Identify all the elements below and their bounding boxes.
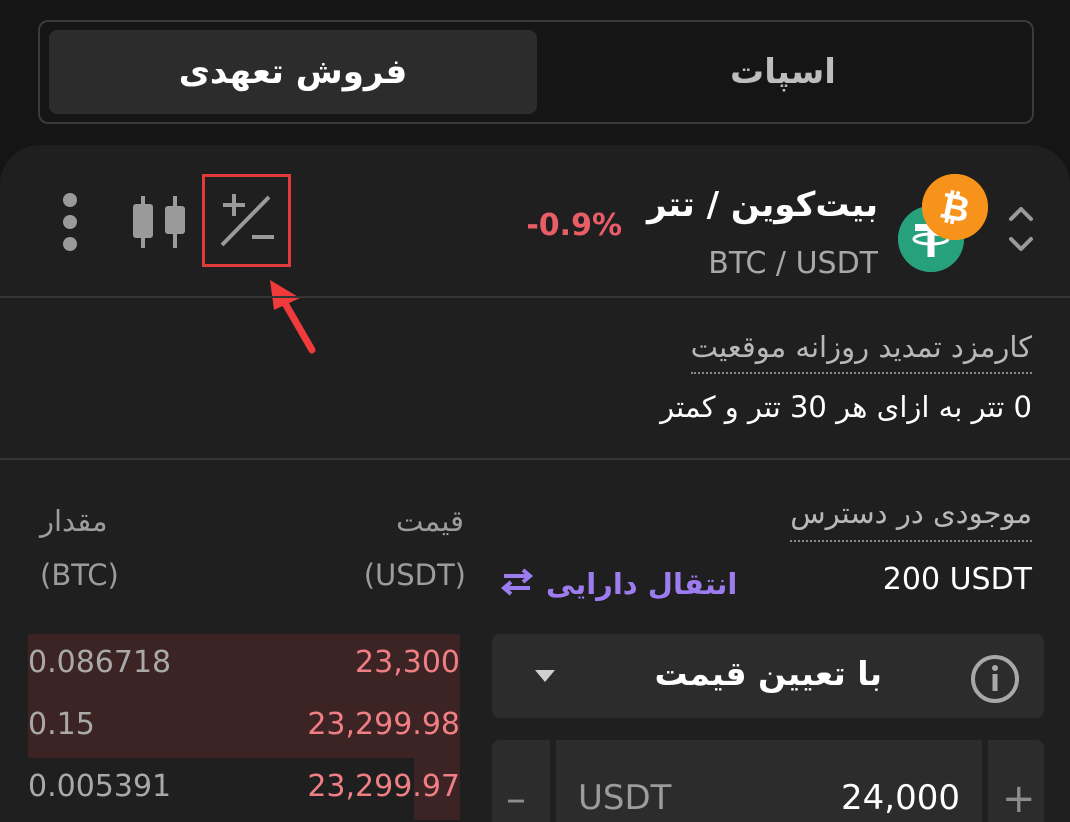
minus-icon: – xyxy=(506,776,526,822)
orderbook-price-header: قیمت xyxy=(396,504,464,538)
orderbook-qty[interactable]: 0.086718 xyxy=(28,645,172,680)
ask-depth-bar xyxy=(28,696,460,758)
price-change: -0.9% xyxy=(526,208,622,243)
caret-down-icon xyxy=(534,668,556,682)
price-decrement-button[interactable]: – xyxy=(492,740,550,822)
candlestick-chart-icon[interactable] xyxy=(128,192,190,252)
orderbook-qty[interactable]: 0.005391 xyxy=(28,769,172,804)
divider xyxy=(0,458,1070,460)
chevron-up-down-icon[interactable] xyxy=(1004,200,1038,260)
tab-margin-sell[interactable]: فروش تعهدی xyxy=(49,30,537,114)
orderbook-price[interactable]: 23,299.98 xyxy=(307,707,460,742)
market-type-tabs: فروش تعهدی اسپات xyxy=(38,20,1034,124)
order-type-value: با تعیین قیمت xyxy=(654,654,882,693)
plus-minus-icon[interactable] xyxy=(202,174,291,267)
price-input-field[interactable] xyxy=(556,740,982,822)
ask-depth-bar xyxy=(28,634,460,696)
order-type-select[interactable] xyxy=(492,634,1044,718)
transfer-asset-link[interactable]: انتقال دارایی xyxy=(498,562,737,606)
red-arrow-annotation-icon xyxy=(262,276,326,360)
btc-coin-icon: ₿ xyxy=(922,174,988,240)
funding-fee-value: 0 تتر به ازای هر 30 تتر و کمتر xyxy=(660,390,1032,424)
orderbook-price[interactable]: 23,299.97 xyxy=(307,769,460,804)
ask-depth-bar xyxy=(414,758,460,820)
pair-title[interactable]: بیت‌کوین / تتر xyxy=(647,185,878,225)
transfer-arrows-icon xyxy=(498,567,536,601)
tab-spot[interactable]: اسپات xyxy=(730,52,836,92)
divider xyxy=(0,296,1070,298)
pair-symbol: BTC / USDT xyxy=(708,246,878,281)
available-balance-label[interactable]: موجودی در دسترس xyxy=(790,496,1032,542)
plus-icon: + xyxy=(1002,776,1036,822)
orderbook-qty-header: مقدار xyxy=(40,504,108,538)
orderbook-price-unit: (USDT) xyxy=(363,558,466,592)
price-input-value[interactable]: 24,000 xyxy=(841,778,960,818)
available-balance-value: 200 USDT xyxy=(882,562,1032,597)
price-increment-button[interactable]: + xyxy=(988,740,1044,822)
price-unit: USDT xyxy=(578,778,672,818)
info-icon[interactable] xyxy=(970,654,1020,704)
more-vertical-icon[interactable] xyxy=(56,192,84,254)
orderbook-qty-unit: (BTC) xyxy=(40,558,119,592)
orderbook-qty[interactable]: 0.15 xyxy=(28,707,95,742)
funding-fee-label[interactable]: کارمزد تمدید روزانه موقعیت xyxy=(690,330,1032,374)
orderbook-price[interactable]: 23,300 xyxy=(355,645,460,680)
transfer-asset-label: انتقال دارایی xyxy=(546,567,738,601)
